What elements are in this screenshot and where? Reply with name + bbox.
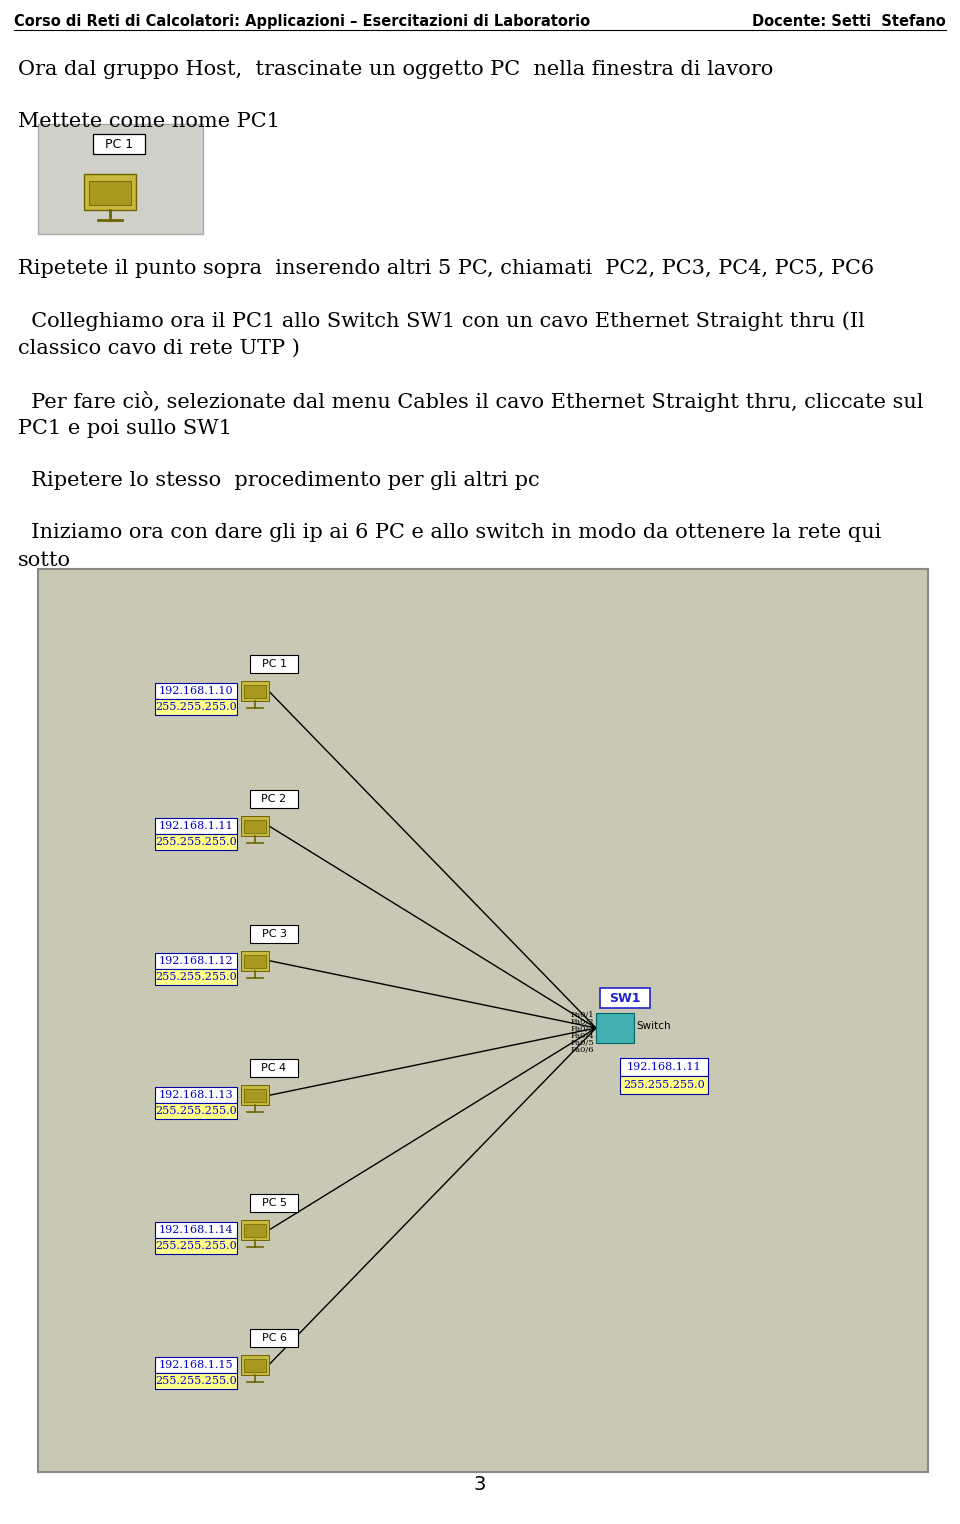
Text: Fa0/6: Fa0/6 xyxy=(570,1045,594,1055)
Text: 255.255.255.0: 255.255.255.0 xyxy=(156,1241,237,1251)
Text: PC1 e poi sullo SW1: PC1 e poi sullo SW1 xyxy=(18,419,232,437)
Text: Ora dal gruppo Host,  trascinate un oggetto PC  nella finestra di lavoro: Ora dal gruppo Host, trascinate un ogget… xyxy=(18,59,773,79)
FancyBboxPatch shape xyxy=(244,954,266,968)
Text: Switch: Switch xyxy=(636,1021,671,1032)
Text: PC 1: PC 1 xyxy=(105,137,133,151)
Text: 255.255.255.0: 255.255.255.0 xyxy=(156,1106,237,1117)
Text: Docente: Setti  Stefano: Docente: Setti Stefano xyxy=(753,14,946,29)
Text: 255.255.255.0: 255.255.255.0 xyxy=(156,703,237,712)
Text: 255.255.255.0: 255.255.255.0 xyxy=(156,837,237,847)
FancyBboxPatch shape xyxy=(155,818,237,834)
FancyBboxPatch shape xyxy=(155,952,237,969)
FancyBboxPatch shape xyxy=(250,1193,298,1212)
FancyBboxPatch shape xyxy=(250,925,298,943)
Text: Fa0/1: Fa0/1 xyxy=(570,1010,594,1020)
FancyBboxPatch shape xyxy=(241,815,269,837)
Text: PC 6: PC 6 xyxy=(261,1332,286,1343)
Text: 192.168.1.13: 192.168.1.13 xyxy=(158,1090,233,1100)
Text: PC 1: PC 1 xyxy=(261,660,286,669)
Text: 255.255.255.0: 255.255.255.0 xyxy=(623,1081,705,1090)
FancyBboxPatch shape xyxy=(155,1087,237,1103)
Text: 192.168.1.15: 192.168.1.15 xyxy=(158,1359,233,1370)
FancyBboxPatch shape xyxy=(155,834,237,850)
Text: PC 2: PC 2 xyxy=(261,794,287,805)
Text: sotto: sotto xyxy=(18,552,71,570)
Text: Per fare ciò, selezionate dal menu Cables il cavo Ethernet Straight thru, clicca: Per fare ciò, selezionate dal menu Cable… xyxy=(18,392,924,411)
FancyBboxPatch shape xyxy=(250,789,298,808)
FancyBboxPatch shape xyxy=(250,655,298,674)
Text: PC 5: PC 5 xyxy=(261,1198,286,1209)
FancyBboxPatch shape xyxy=(155,683,237,700)
FancyBboxPatch shape xyxy=(93,134,145,154)
FancyBboxPatch shape xyxy=(84,174,136,210)
Text: Iniziamo ora con dare gli ip ai 6 PC e allo switch in modo da ottenere la rete q: Iniziamo ora con dare gli ip ai 6 PC e a… xyxy=(18,523,881,543)
FancyBboxPatch shape xyxy=(244,820,266,834)
FancyBboxPatch shape xyxy=(241,1355,269,1375)
FancyBboxPatch shape xyxy=(244,1359,266,1372)
Text: 192.168.1.11: 192.168.1.11 xyxy=(158,821,233,831)
Text: PC 4: PC 4 xyxy=(261,1064,287,1073)
FancyBboxPatch shape xyxy=(241,951,269,971)
Text: Ripetere lo stesso  procedimento per gli altri pc: Ripetere lo stesso procedimento per gli … xyxy=(18,471,540,491)
FancyBboxPatch shape xyxy=(244,1090,266,1102)
FancyBboxPatch shape xyxy=(155,1356,237,1373)
Text: Fa0/4: Fa0/4 xyxy=(570,1032,594,1039)
Text: Colleghiamo ora il PC1 allo Switch SW1 con un cavo Ethernet Straight thru (Il: Colleghiamo ora il PC1 allo Switch SW1 c… xyxy=(18,311,865,331)
Text: SW1: SW1 xyxy=(610,992,640,1004)
FancyBboxPatch shape xyxy=(600,988,650,1007)
FancyBboxPatch shape xyxy=(241,1085,269,1105)
FancyBboxPatch shape xyxy=(250,1329,298,1347)
FancyBboxPatch shape xyxy=(241,1221,269,1241)
Text: Corso di Reti di Calcolatori: Applicazioni – Esercitazioni di Laboratorio: Corso di Reti di Calcolatori: Applicazio… xyxy=(14,14,590,29)
FancyBboxPatch shape xyxy=(38,123,203,235)
Text: Fa0/5: Fa0/5 xyxy=(570,1039,594,1047)
FancyBboxPatch shape xyxy=(620,1058,708,1076)
FancyBboxPatch shape xyxy=(241,681,269,701)
FancyBboxPatch shape xyxy=(244,686,266,698)
FancyBboxPatch shape xyxy=(620,1076,708,1094)
Text: 3: 3 xyxy=(474,1475,486,1494)
Text: Fa0/2: Fa0/2 xyxy=(570,1018,594,1026)
FancyBboxPatch shape xyxy=(155,969,237,985)
Text: Ripetete il punto sopra  inserendo altri 5 PC, chiamati  PC2, PC3, PC4, PC5, PC6: Ripetete il punto sopra inserendo altri … xyxy=(18,259,875,277)
Text: 192.168.1.10: 192.168.1.10 xyxy=(158,686,233,696)
Text: classico cavo di rete UTP ): classico cavo di rete UTP ) xyxy=(18,338,300,358)
FancyBboxPatch shape xyxy=(155,1103,237,1119)
FancyBboxPatch shape xyxy=(250,1059,298,1077)
FancyBboxPatch shape xyxy=(155,1373,237,1388)
FancyBboxPatch shape xyxy=(155,1237,237,1254)
Text: Fa0/3: Fa0/3 xyxy=(570,1026,594,1033)
FancyBboxPatch shape xyxy=(155,700,237,715)
Text: 255.255.255.0: 255.255.255.0 xyxy=(156,1376,237,1385)
Text: 192.168.1.14: 192.168.1.14 xyxy=(158,1225,233,1234)
Text: 192.168.1.11: 192.168.1.11 xyxy=(627,1062,702,1071)
Text: Mettete come nome PC1: Mettete come nome PC1 xyxy=(18,111,280,131)
FancyBboxPatch shape xyxy=(38,568,928,1472)
FancyBboxPatch shape xyxy=(596,1013,634,1042)
Text: 192.168.1.12: 192.168.1.12 xyxy=(158,956,233,966)
FancyBboxPatch shape xyxy=(155,1222,237,1237)
Text: 255.255.255.0: 255.255.255.0 xyxy=(156,972,237,981)
FancyBboxPatch shape xyxy=(89,181,131,206)
FancyBboxPatch shape xyxy=(244,1224,266,1237)
Text: PC 3: PC 3 xyxy=(261,928,286,939)
